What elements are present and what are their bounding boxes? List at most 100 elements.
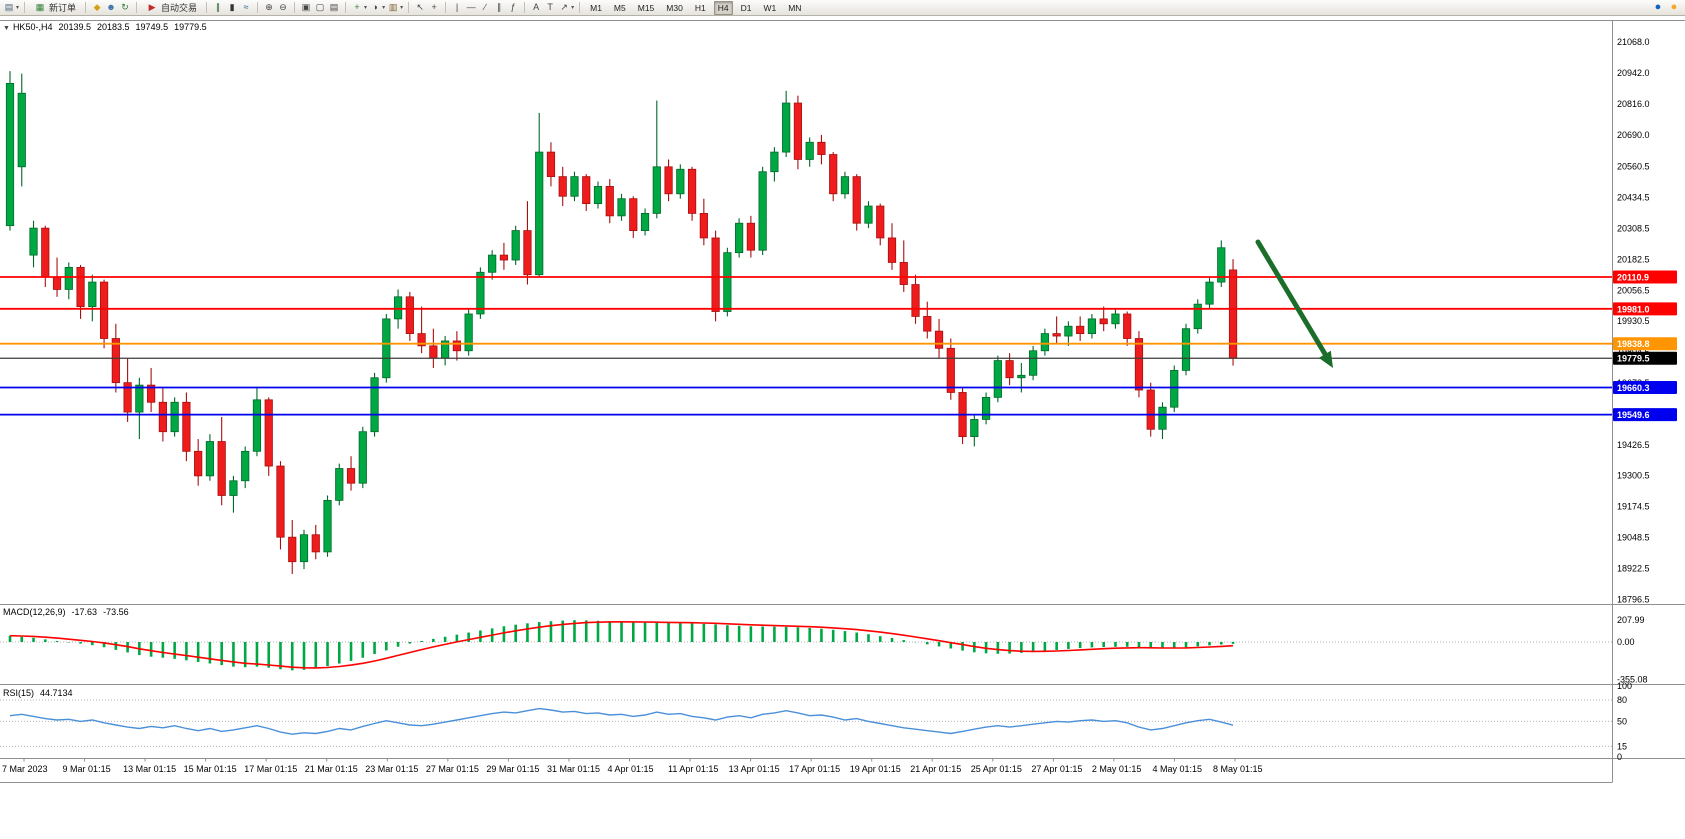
indicators-caret[interactable]: ▾ [364,5,368,11]
candlestick-icon[interactable]: ▮ [229,2,235,12]
arrows-icon[interactable]: ↗ [560,2,568,12]
svg-text:19174.5: 19174.5 [1617,502,1650,512]
refresh-icon[interactable]: ↻ [121,2,129,12]
svg-text:0: 0 [1617,752,1622,762]
svg-text:20056.5: 20056.5 [1617,285,1650,295]
arrange-windows-icon[interactable]: ▤ [329,2,339,12]
periods-caret[interactable]: ▾ [382,5,386,11]
svg-text:80: 80 [1617,695,1627,705]
svg-text:20182.5: 20182.5 [1617,254,1650,264]
current-price-badge [1613,351,1677,365]
svg-text:9 Mar 01:15: 9 Mar 01:15 [63,764,111,774]
timeframe-button-h1[interactable]: H1 [694,2,706,13]
timeframe-button-d1[interactable]: D1 [740,2,752,13]
new-order-button-label: 新订单 [49,3,77,13]
timeframe-button-m30[interactable]: M30 [666,2,683,13]
svg-text:23 Mar 01:15: 23 Mar 01:15 [365,764,418,774]
rsi-label: RSI(15) [3,688,35,698]
arrows-caret[interactable]: ▾ [571,5,575,11]
zoom-in-icon[interactable]: ⊕ [265,2,273,12]
svg-text:7 Mar 2023: 7 Mar 2023 [2,764,48,774]
svg-text:19779.5: 19779.5 [1617,354,1650,364]
fibonacci-icon[interactable]: ƒ [510,2,516,12]
macd-label: MACD(12,26,9) [3,607,66,617]
label-icon[interactable]: T [547,2,553,12]
candles-layer [5,71,1238,574]
cursor-icon[interactable]: ↖ [416,2,424,12]
high-value: 20183.5 [97,22,130,32]
rsi-line [9,707,1234,735]
vline-icon[interactable]: | [455,2,459,12]
macd-signal-line [9,620,1234,669]
svg-text:0.00: 0.00 [1617,637,1635,647]
macd-header: MACD(12,26,9) -17.63 -73.56 [3,607,129,617]
svg-text:19 Apr 01:15: 19 Apr 01:15 [850,764,901,774]
new-order-button[interactable]: ▦ 新订单 [30,1,80,14]
svg-text:20434.5: 20434.5 [1617,193,1650,203]
line-chart-icon[interactable]: ≈ [243,2,249,12]
profile-icon[interactable]: ☻ [106,2,116,12]
svg-text:20560.5: 20560.5 [1617,162,1650,172]
price-level-badge [1613,337,1677,351]
zoom-out-icon[interactable]: ⊖ [279,2,287,12]
close-value: 19779.5 [174,22,207,32]
community-icon[interactable]: ● [1654,1,1662,13]
svg-text:13 Mar 01:15: 13 Mar 01:15 [123,764,176,774]
svg-text:100: 100 [1617,681,1632,691]
hline-icon[interactable]: — [466,2,476,12]
svg-text:-355.08: -355.08 [1617,674,1648,684]
svg-text:20942.0: 20942.0 [1617,68,1650,78]
svg-text:2 May 01:15: 2 May 01:15 [1092,764,1142,774]
text-icon[interactable]: A [533,2,540,12]
collapse-toggle-icon[interactable]: ▼ [3,25,10,32]
auto-trading-button[interactable]: ▶ 自动交易 [142,1,201,14]
symbol-period-label: HK50-,H4 [12,22,53,32]
svg-text:20690.0: 20690.0 [1617,130,1650,140]
tile-windows-icon[interactable]: ▣ [301,2,311,12]
indicators-icon[interactable]: + [354,2,360,12]
svg-text:20308.5: 20308.5 [1617,223,1650,233]
svg-text:19048.5: 19048.5 [1617,533,1650,543]
time-axis-labels: 7 Mar 2023 9 Mar 01:15 13 Mar 01:15 15 Mar … [2,758,1263,774]
indicator-gridlines [0,641,1612,747]
periods-icon[interactable]: ◑ [372,2,378,12]
toolbar-separator [257,2,259,13]
rsi-header: RSI(15) 44.7134 [3,688,73,698]
rsi-axis-labels: 100 80 50 150 [1617,681,1632,762]
templates-caret[interactable]: ▾ [400,5,404,11]
price-axis-labels: 21068.0 20942.0 20816.0 20690.0 20560.5 20434… [1617,37,1650,604]
crosshair-icon[interactable]: + [431,2,437,12]
toolbar-separator [579,2,581,13]
timeframe-button-mn[interactable]: MN [788,2,802,13]
alerts-icon[interactable]: ● [1670,1,1678,13]
trendline-icon[interactable]: ∕ [484,2,486,12]
new-chart-icon[interactable]: ▤ [4,2,14,12]
svg-text:19930.5: 19930.5 [1617,316,1650,326]
open-value: 20139.5 [58,22,91,32]
chart-frame [0,20,1685,783]
bar-chart-icon[interactable]: ∥ [215,2,221,12]
svg-text:13 Apr 01:15: 13 Apr 01:15 [729,764,780,774]
svg-text:19838.8: 19838.8 [1617,339,1650,349]
new-order-icon: ▦ [35,2,45,12]
macd-signal-value: -73.56 [103,607,129,617]
svg-text:19426.5: 19426.5 [1617,440,1650,450]
templates-icon[interactable]: ▥ [388,2,398,12]
favorites-icon[interactable]: ◆ [93,2,101,12]
timeframe-button-m5[interactable]: M5 [613,2,626,13]
timeframe-button-h4[interactable]: H4 [713,0,733,15]
timeframe-button-m15[interactable]: M15 [637,2,655,13]
timeframe-button-w1[interactable]: W1 [763,2,777,13]
channel-icon[interactable]: ∥ [496,2,502,12]
trend-arrow[interactable] [1255,239,1333,368]
auto-trading-button-label: 自动交易 [161,3,198,13]
timeframe-button-m1[interactable]: M1 [590,2,602,13]
svg-text:19981.0: 19981.0 [1617,304,1650,314]
price-level-badge [1613,270,1677,284]
svg-text:31 Mar 01:15: 31 Mar 01:15 [547,764,600,774]
macd-value: -17.63 [71,607,98,617]
cascade-windows-icon[interactable]: ▢ [315,2,325,12]
new-chart-caret[interactable]: ▾ [16,5,20,11]
chart-ohlc-readout: ▼ HK50-,H4 20139.5 20183.5 19749.5 19779.5 [3,22,207,32]
